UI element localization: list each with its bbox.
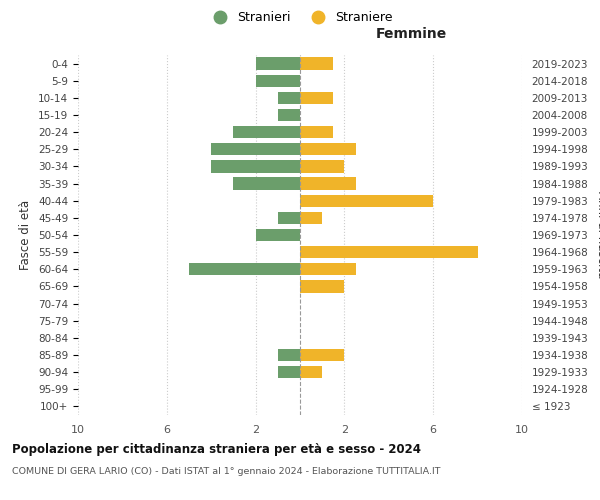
Bar xyxy=(300,92,334,104)
Bar xyxy=(300,58,334,70)
Bar xyxy=(300,212,322,224)
Bar xyxy=(278,212,300,224)
Bar xyxy=(278,92,300,104)
Bar xyxy=(300,280,344,292)
Y-axis label: Anni di nascita: Anni di nascita xyxy=(595,192,600,278)
Bar xyxy=(278,349,300,361)
Bar xyxy=(300,160,344,172)
Bar xyxy=(278,109,300,121)
Bar xyxy=(211,160,300,172)
Bar xyxy=(300,178,356,190)
Bar xyxy=(300,126,334,138)
Text: Popolazione per cittadinanza straniera per età e sesso - 2024: Popolazione per cittadinanza straniera p… xyxy=(12,442,421,456)
Bar xyxy=(278,366,300,378)
Bar xyxy=(300,366,322,378)
Bar xyxy=(256,74,300,87)
Y-axis label: Fasce di età: Fasce di età xyxy=(19,200,32,270)
Bar xyxy=(300,143,356,156)
Bar xyxy=(300,246,478,258)
Bar xyxy=(233,126,300,138)
Text: Femmine: Femmine xyxy=(376,26,446,40)
Bar xyxy=(300,194,433,207)
Legend: Stranieri, Straniere: Stranieri, Straniere xyxy=(202,6,398,29)
Bar xyxy=(300,263,356,276)
Bar xyxy=(256,229,300,241)
Bar xyxy=(233,178,300,190)
Text: COMUNE DI GERA LARIO (CO) - Dati ISTAT al 1° gennaio 2024 - Elaborazione TUTTITA: COMUNE DI GERA LARIO (CO) - Dati ISTAT a… xyxy=(12,468,440,476)
Bar xyxy=(211,143,300,156)
Bar xyxy=(256,58,300,70)
Bar xyxy=(300,349,344,361)
Bar xyxy=(189,263,300,276)
